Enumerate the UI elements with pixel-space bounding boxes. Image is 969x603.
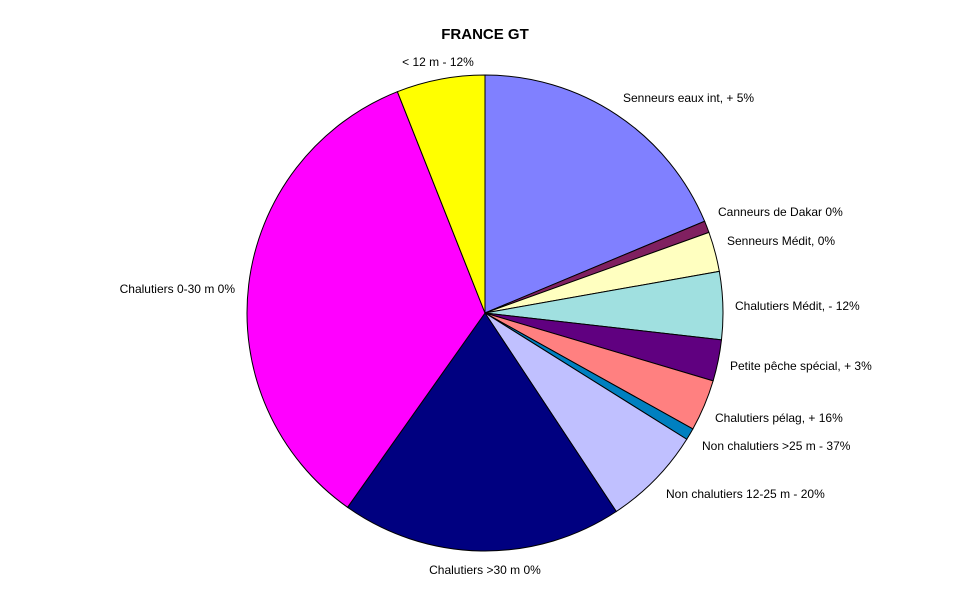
slice-label: Chalutiers 0-30 m 0% [120,282,236,296]
slice-label: Non chalutiers >25 m - 37% [702,439,851,453]
slice-label: < 12 m - 12% [402,55,474,69]
pie-slice [484,74,706,314]
chart-title: FRANCE GT [441,26,529,43]
pie-slice [246,91,486,508]
slice-label: Senneurs eaux int, + 5% [623,91,754,105]
slice-label: Senneurs Médit, 0% [727,234,835,248]
pie-slice [346,312,617,552]
slice-label: Chalutiers >30 m 0% [429,563,541,577]
pie-slice [396,74,486,314]
slice-label: Non chalutiers 12-25 m - 20% [666,487,825,501]
slice-label: Chalutiers pélag, + 16% [715,411,843,425]
slice-label: Canneurs de Dakar 0% [718,205,843,219]
slice-label: Petite pêche spécial, + 3% [730,359,872,373]
slice-label: Chalutiers Médit, - 12% [735,299,860,313]
